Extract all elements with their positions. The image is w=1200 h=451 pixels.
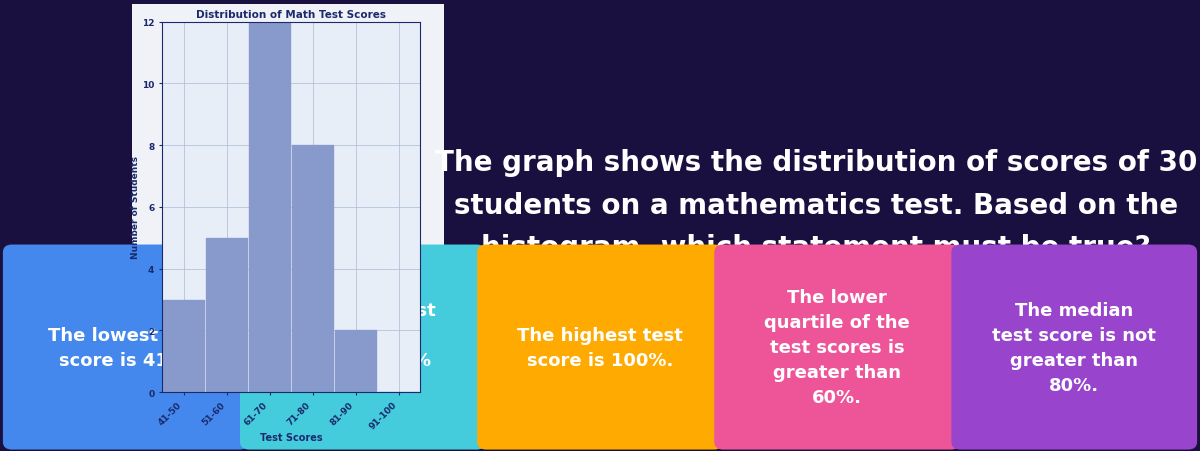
Y-axis label: Number of Students: Number of Students bbox=[132, 156, 140, 259]
Bar bbox=[250, 23, 290, 392]
Text: The lower
quartile of the
test scores is
greater than
60%.: The lower quartile of the test scores is… bbox=[764, 288, 910, 406]
Title: Distribution of Math Test Scores: Distribution of Math Test Scores bbox=[196, 10, 386, 20]
FancyBboxPatch shape bbox=[478, 245, 722, 450]
X-axis label: Test Scores: Test Scores bbox=[259, 433, 323, 442]
Bar bbox=[163, 300, 204, 392]
Text: The median
test score is not
greater than
80%.: The median test score is not greater tha… bbox=[992, 301, 1156, 394]
FancyBboxPatch shape bbox=[952, 245, 1198, 450]
Text: The highest test
score is 100%.: The highest test score is 100%. bbox=[517, 326, 683, 369]
Bar bbox=[335, 331, 376, 392]
FancyBboxPatch shape bbox=[122, 0, 454, 432]
Text: The graph shows the distribution of scores of 30
students on a mathematics test.: The graph shows the distribution of scor… bbox=[434, 149, 1198, 262]
Text: The mean test
score is
between 81%
and 90%.: The mean test score is between 81% and 9… bbox=[290, 301, 436, 394]
FancyBboxPatch shape bbox=[240, 245, 486, 450]
Bar bbox=[292, 146, 332, 392]
Bar bbox=[206, 238, 247, 392]
FancyBboxPatch shape bbox=[714, 245, 960, 450]
Text: The lowest test
score is 41%.: The lowest test score is 41%. bbox=[48, 326, 204, 369]
FancyBboxPatch shape bbox=[2, 245, 248, 450]
